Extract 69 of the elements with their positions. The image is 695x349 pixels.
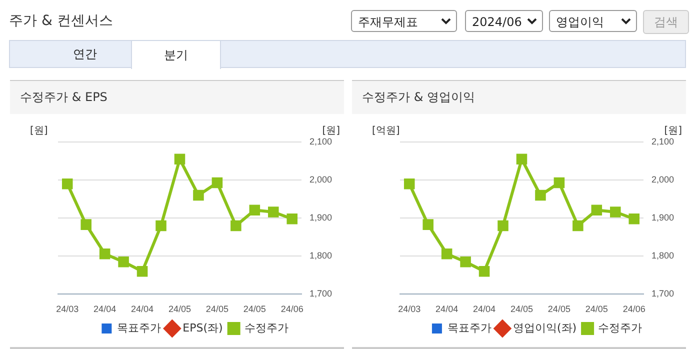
text: 검색	[643, 10, 689, 34]
text: 주가 & 컨센서스	[9, 12, 113, 30]
legend-label: 수정주가	[244, 321, 288, 334]
point	[212, 177, 223, 188]
text: 연간	[72, 46, 98, 63]
point	[174, 154, 186, 165]
point	[249, 204, 260, 216]
text: 2,000	[651, 174, 674, 185]
text: 2,100	[651, 136, 674, 146]
x-tick-label: 24/04	[436, 304, 458, 314]
chart-title: 수정주가 & EPS	[10, 81, 344, 114]
point	[460, 256, 471, 268]
point	[516, 154, 528, 165]
text: 1,700	[651, 288, 674, 299]
text: 1,700	[309, 288, 332, 299]
x-tick-label: 24/05	[243, 304, 266, 314]
text: 영업이익	[556, 15, 604, 29]
point	[230, 220, 242, 232]
chart-title: 수정주가 & 영업이익	[352, 81, 686, 114]
text: 1,800	[651, 250, 674, 261]
x-tick-label: 24/03	[56, 304, 79, 314]
x-tick-label: 24/05	[168, 304, 192, 314]
point	[136, 266, 148, 277]
point	[498, 220, 508, 232]
x-tick-label: 24/03	[398, 304, 421, 314]
text: 분기	[131, 40, 221, 69]
y2-axis-title: [원]	[664, 126, 682, 137]
x-tick-label: 24/06	[280, 304, 304, 314]
text: 1,900	[651, 212, 674, 223]
x-tick-label: 24/05	[548, 304, 570, 314]
text: 2,100	[309, 136, 332, 146]
legend-label: EPS(좌)	[182, 321, 223, 334]
legend-label: 목표주가	[117, 321, 162, 334]
text: 2,000	[309, 174, 332, 185]
point	[478, 266, 490, 277]
text: 1,900	[309, 212, 332, 223]
point	[156, 220, 166, 232]
point	[628, 213, 640, 224]
x-tick-label: 24/04	[473, 304, 496, 314]
point	[80, 219, 92, 230]
point	[554, 177, 565, 188]
x-tick-label: 24/04	[131, 304, 154, 314]
point	[591, 204, 602, 216]
point	[441, 248, 452, 260]
point	[99, 248, 110, 260]
point	[535, 190, 546, 201]
legend-label: 수정주가	[598, 321, 642, 334]
text: 주재무제표	[358, 15, 418, 29]
x-tick-label: 24/05	[510, 304, 534, 314]
point	[610, 206, 621, 218]
point	[193, 190, 204, 201]
point	[118, 256, 129, 268]
y-axis-title: [원]	[30, 126, 48, 137]
text: 2024/06	[472, 15, 522, 29]
legend-label: 영업이익(좌)	[512, 321, 577, 334]
text: 1,800	[309, 250, 332, 261]
x-tick-label: 24/06	[622, 304, 646, 314]
point	[404, 178, 415, 190]
point	[268, 206, 279, 218]
x-tick-label: 24/05	[206, 304, 228, 314]
x-tick-label: 24/04	[94, 304, 116, 314]
x-tick-label: 24/05	[585, 304, 608, 314]
point	[286, 213, 298, 224]
legend-label: 목표주가	[447, 321, 492, 334]
y2-axis-title: [원]	[322, 126, 340, 137]
y-axis-title: [억원]	[372, 126, 400, 137]
point	[422, 219, 434, 230]
point	[572, 220, 584, 232]
point	[62, 178, 73, 190]
